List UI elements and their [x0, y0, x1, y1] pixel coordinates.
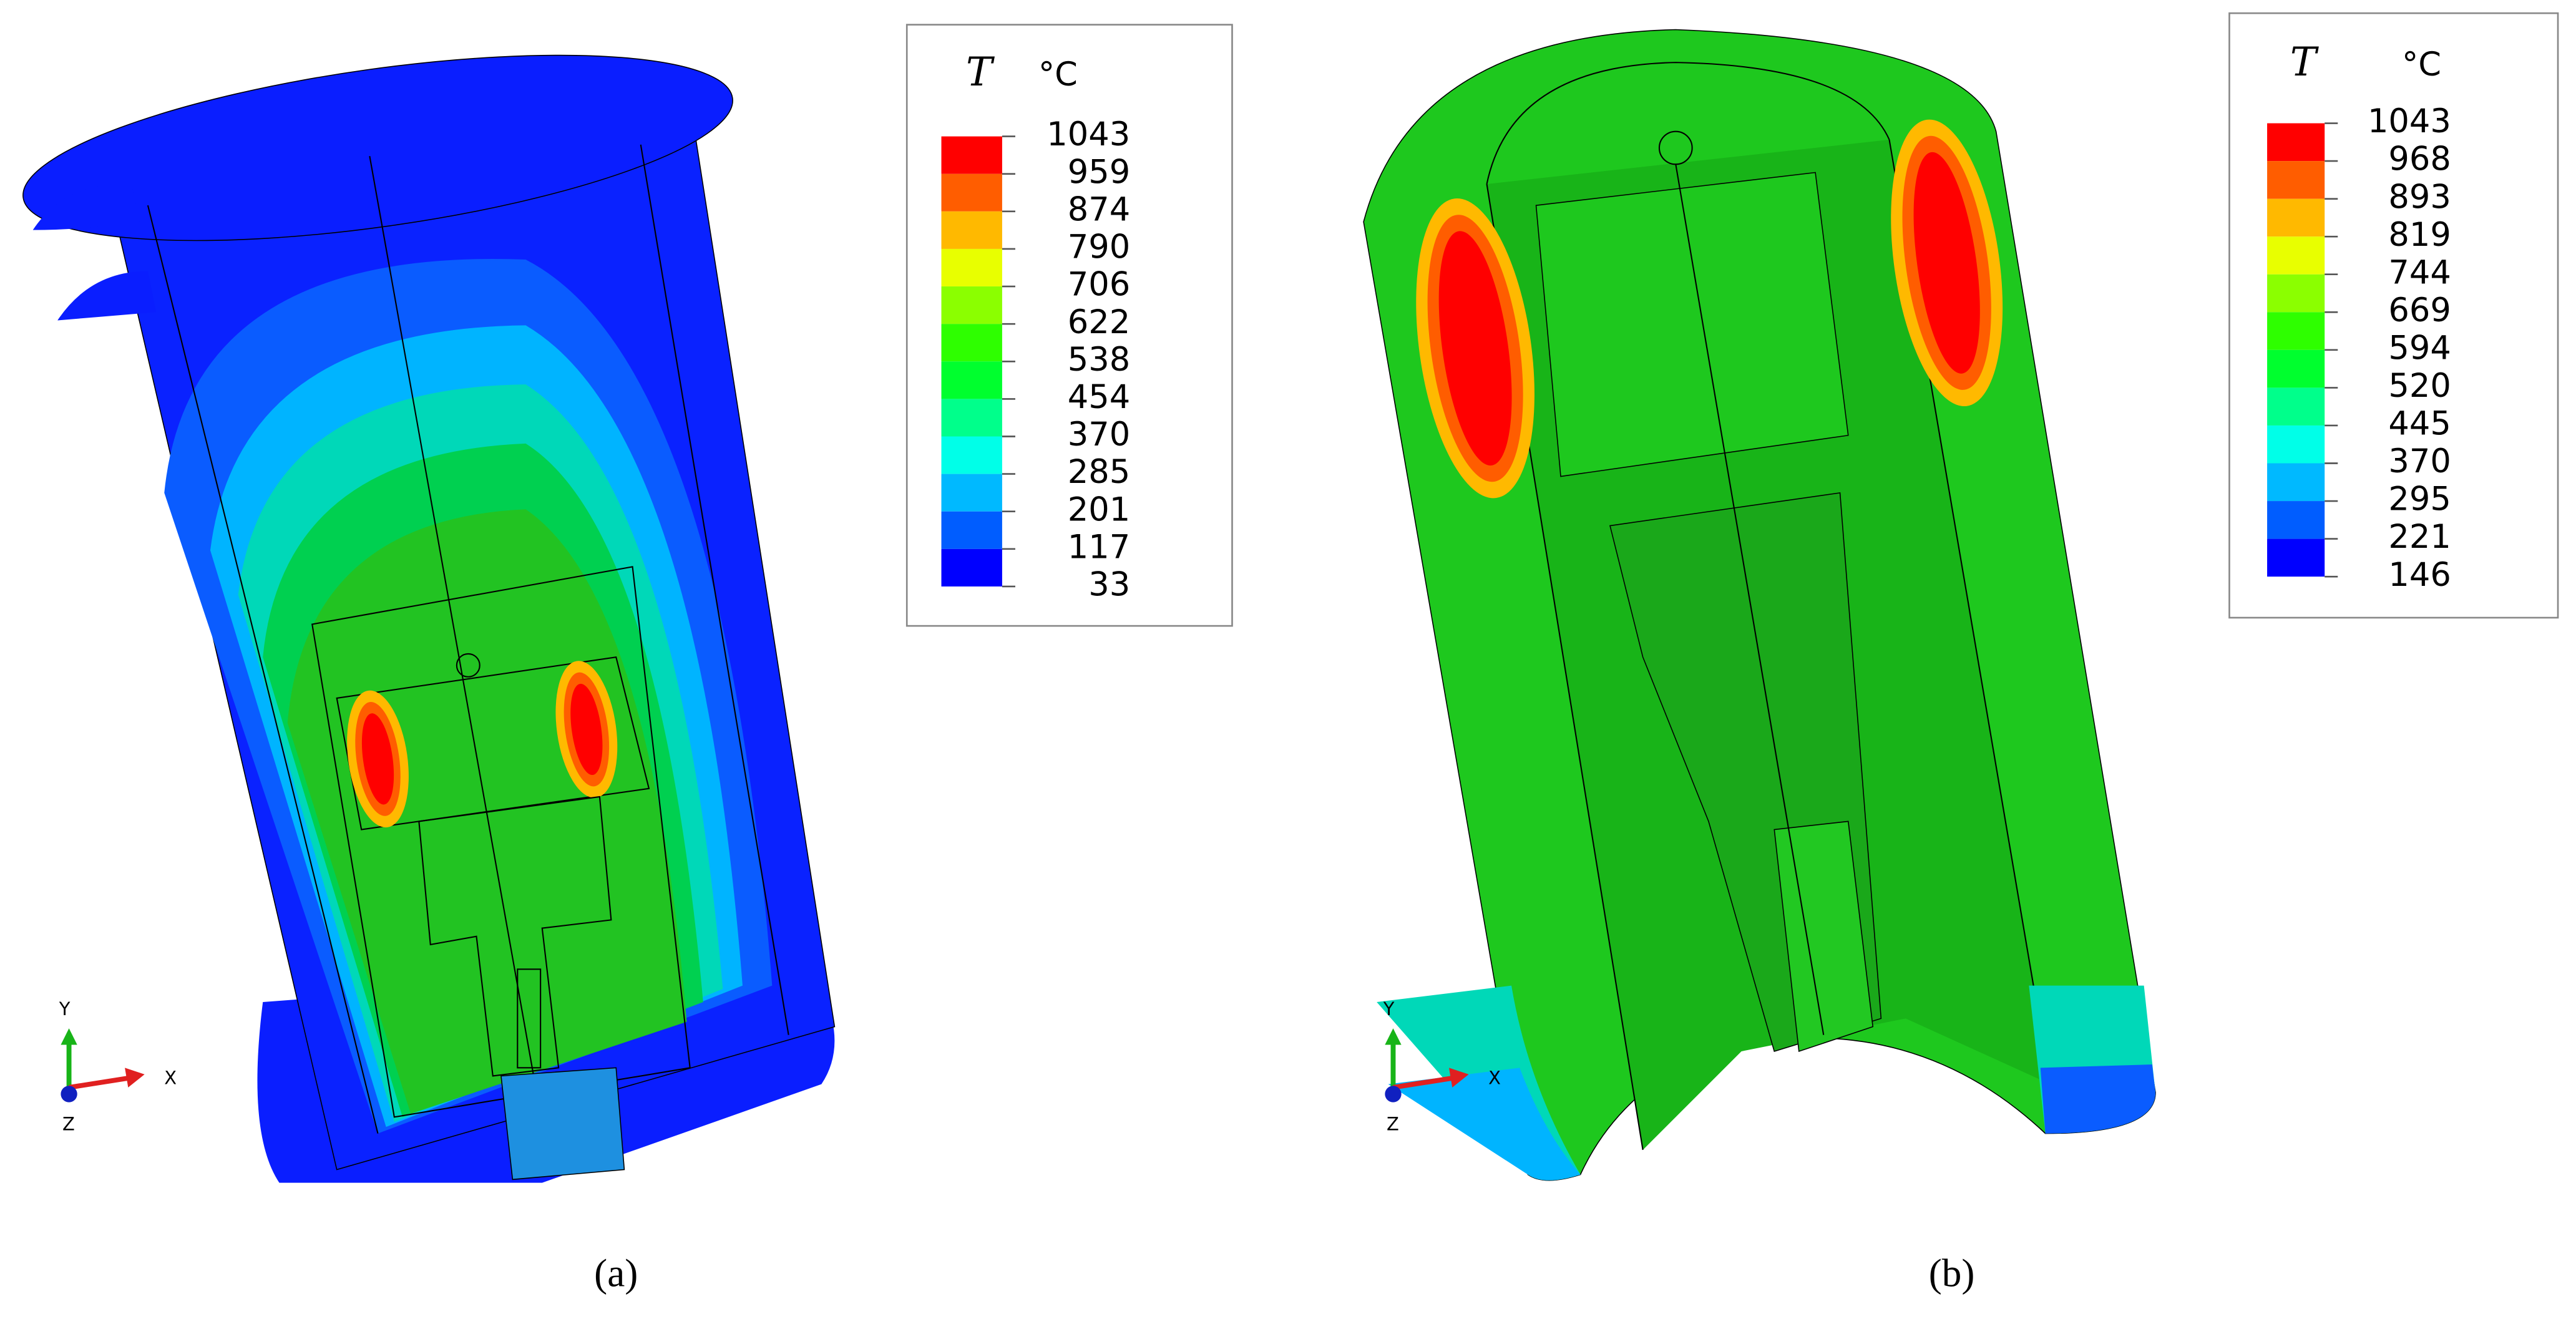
legend-label: 295	[2388, 480, 2451, 518]
legend-swatch	[941, 136, 1002, 174]
legend-label: 790	[1068, 228, 1130, 266]
triad-x-label: X	[164, 1068, 177, 1089]
legend-swatch	[2267, 538, 2325, 577]
legend-label: 669	[2388, 291, 2451, 329]
triad-y-head	[1385, 1028, 1402, 1045]
legend-label: 819	[2388, 216, 2451, 254]
legend-symbol: T	[2290, 39, 2319, 85]
legend-label: 1043	[2368, 102, 2451, 140]
legend-swatch	[941, 211, 1002, 249]
model-a	[22, 54, 836, 1183]
legend-swatch	[2267, 312, 2325, 350]
legend-swatch	[941, 511, 1002, 549]
legend-swatch	[2267, 349, 2325, 388]
legend-unit: °C	[1038, 56, 1078, 94]
legend-swatch	[2267, 198, 2325, 237]
legend-swatch	[941, 173, 1002, 212]
legend-swatch	[2267, 501, 2325, 539]
triad-x-head	[125, 1068, 145, 1088]
legend-swatch	[2267, 274, 2325, 313]
legend-swatch	[941, 361, 1002, 399]
legend-swatch	[2267, 463, 2325, 502]
legend-swatch	[941, 324, 1002, 362]
legend-label: 520	[2388, 367, 2451, 405]
legend-swatch	[941, 248, 1002, 287]
legend-label: 1043	[1046, 115, 1130, 153]
triad-x	[1392, 1075, 1456, 1090]
legend-swatch	[2267, 123, 2325, 162]
legend-label: 959	[1068, 153, 1130, 191]
triad-z	[1385, 1086, 1402, 1103]
legend-swatch	[941, 548, 1002, 587]
triad-x-label: X	[1488, 1068, 1501, 1089]
triad-x-head	[1449, 1068, 1469, 1088]
triad-z-label: Z	[62, 1113, 75, 1134]
legend-label: 33	[1088, 566, 1130, 604]
legend-swatch	[2267, 387, 2325, 426]
legend-symbol: T	[966, 49, 995, 95]
legend-label: 454	[1068, 378, 1130, 416]
panel-caption: (b)	[1929, 1251, 1975, 1295]
legend-label: 445	[2388, 405, 2451, 443]
legend-unit: °C	[2402, 46, 2441, 84]
legend-label: 201	[1068, 490, 1130, 528]
model-b	[1363, 29, 2156, 1181]
triad-y-label: Y	[59, 998, 71, 1020]
legend-swatch	[941, 286, 1002, 324]
legend-swatch	[941, 399, 1002, 437]
legend-swatch	[2267, 425, 2325, 464]
legend-label: 622	[1068, 303, 1130, 341]
legend-label: 968	[2388, 140, 2451, 178]
legend-swatch	[941, 474, 1002, 512]
legend-label: 221	[2388, 518, 2451, 556]
legend-label: 117	[1068, 528, 1130, 566]
legend-label: 538	[1068, 341, 1130, 379]
legend-label: 893	[2388, 178, 2451, 216]
panel-caption: (a)	[594, 1251, 638, 1295]
legend-label: 370	[2388, 442, 2451, 480]
triad-z-label: Z	[1387, 1113, 1399, 1134]
legend-swatch	[941, 436, 1002, 474]
triad-y-head	[61, 1028, 77, 1045]
legend-swatch	[2267, 236, 2325, 275]
legend-label: 370	[1068, 416, 1130, 454]
triad-x	[68, 1075, 132, 1090]
legend-label: 706	[1068, 266, 1130, 304]
triad-z	[61, 1086, 77, 1103]
legend-label: 874	[1068, 190, 1130, 228]
triad-y-label: Y	[1383, 998, 1395, 1020]
legend-label: 285	[1068, 453, 1130, 491]
legend-label: 744	[2388, 253, 2451, 291]
legend-label: 594	[2388, 329, 2451, 367]
legend-swatch	[2267, 161, 2325, 199]
legend-label: 146	[2388, 556, 2451, 594]
